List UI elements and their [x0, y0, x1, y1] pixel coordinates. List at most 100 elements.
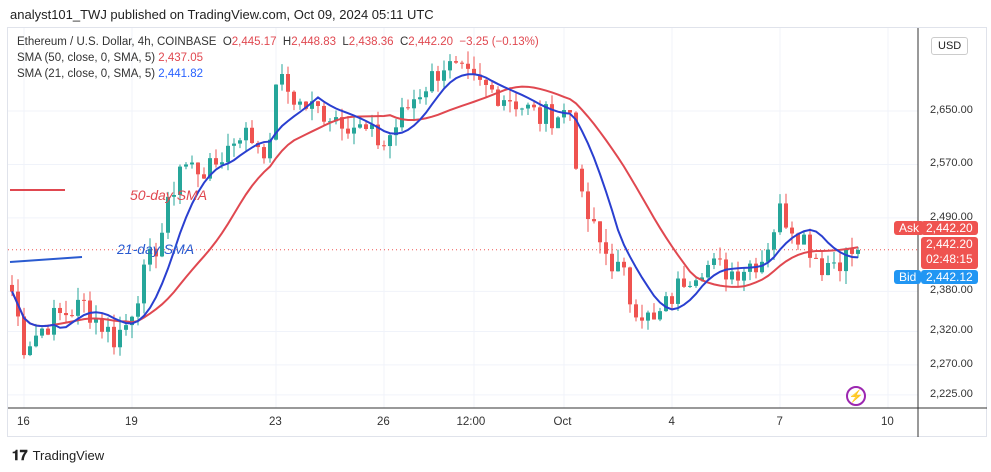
- sma21-line: [11, 73, 859, 329]
- candle-body: [484, 79, 488, 85]
- candle-body: [202, 174, 206, 179]
- symbol-legend: Ethereum / U.S. Dollar, 4h, COINBASE O2,…: [17, 36, 539, 48]
- time-tick-label: 4: [668, 416, 675, 428]
- time-tick-label: Oct: [553, 416, 572, 428]
- candle-body: [118, 329, 122, 348]
- candle-body: [220, 162, 224, 165]
- candle-body: [808, 234, 812, 258]
- candle-body: [742, 271, 746, 281]
- candle-body: [496, 89, 500, 106]
- publisher-line: analyst101_TWJ published on TradingView.…: [10, 7, 434, 22]
- candle-body: [520, 108, 524, 110]
- currency-button[interactable]: USD: [931, 37, 969, 55]
- candle-body: [790, 227, 794, 234]
- candle-body: [154, 248, 158, 257]
- candle-body: [310, 101, 314, 109]
- candle-body: [568, 110, 572, 113]
- candle-body: [322, 105, 326, 122]
- sma21-legend[interactable]: SMA (21, close, 0, SMA, 5) 2,441.82: [17, 68, 203, 80]
- low-label: L: [342, 36, 349, 48]
- candle-body: [10, 284, 14, 292]
- candle-body: [58, 307, 62, 314]
- footer: 𝟏𝟕 TradingView: [12, 447, 104, 464]
- candle-body: [442, 70, 446, 81]
- close-label: C: [399, 36, 409, 48]
- candle-body: [262, 147, 266, 159]
- candle-body: [652, 312, 656, 320]
- candle-body: [232, 143, 236, 146]
- candle-body: [736, 271, 740, 281]
- candle-body: [160, 232, 164, 257]
- candle-body: [598, 221, 602, 243]
- candle-body: [424, 91, 428, 98]
- candle-body: [412, 99, 416, 109]
- candle-body: [88, 300, 92, 323]
- candle-body: [688, 285, 692, 287]
- sma21-value: 2,441.82: [158, 68, 204, 80]
- candle-body: [334, 117, 338, 122]
- candle-body: [298, 101, 302, 105]
- sma21-label: SMA (21, close, 0, SMA, 5): [17, 68, 156, 80]
- candle-body: [142, 264, 146, 304]
- candle-body: [796, 233, 800, 245]
- candle-body: [400, 107, 404, 128]
- candle-body: [52, 307, 56, 335]
- candle-body: [376, 124, 380, 146]
- candle-body: [856, 249, 860, 254]
- candle-body: [490, 84, 494, 90]
- candle-body: [184, 164, 188, 167]
- candle-body: [844, 248, 848, 272]
- open-value: 2,445.17: [231, 36, 277, 48]
- bid-tag: Bid: [894, 270, 922, 284]
- candle-body: [124, 325, 128, 330]
- high-value: 2,448.83: [291, 36, 336, 48]
- candle-body: [136, 303, 140, 317]
- candle-body: [670, 296, 674, 304]
- candle-body: [514, 101, 518, 110]
- price-tick-label: 2,380.00: [930, 284, 973, 297]
- chart-frame: [7, 27, 987, 437]
- lightning-icon[interactable]: ⚡: [846, 386, 866, 406]
- candle-body: [70, 315, 74, 317]
- candle-body: [76, 299, 80, 316]
- last-price-tag: 2,442.20 02:48:15: [921, 237, 978, 269]
- candle-body: [580, 168, 584, 192]
- candle-body: [454, 61, 458, 63]
- candle-body: [826, 263, 830, 276]
- candle-body: [250, 127, 254, 144]
- ask-price: 2,442.20: [921, 221, 978, 235]
- candle-body: [592, 219, 596, 222]
- candle-body: [394, 127, 398, 136]
- candle-body: [34, 335, 38, 347]
- time-tick-label: 26: [377, 416, 390, 428]
- ask-tag: Ask: [894, 221, 925, 235]
- candle-body: [64, 313, 68, 316]
- time-tick-label: 7: [776, 416, 783, 428]
- candle-body: [214, 158, 218, 165]
- candle-body: [352, 127, 356, 134]
- candle-body: [718, 258, 722, 260]
- candle-body: [100, 318, 104, 332]
- candle-body: [700, 277, 704, 281]
- change-value: −3.25 (−0.13%): [459, 36, 539, 48]
- candle-body: [634, 304, 638, 318]
- candle-body: [706, 264, 710, 278]
- candle-body: [694, 280, 698, 286]
- sma21-marker-line: [9, 256, 83, 263]
- candle-body: [832, 262, 836, 264]
- candle-body: [238, 140, 242, 144]
- candle-body: [166, 196, 170, 233]
- candle-body: [478, 74, 482, 80]
- candle-body: [22, 316, 26, 356]
- candle-body: [226, 145, 230, 163]
- candle-body: [532, 104, 536, 108]
- candle-body: [778, 203, 782, 233]
- sma50-legend[interactable]: SMA (50, close, 0, SMA, 5) 2,437.05: [17, 52, 203, 64]
- candle-body: [472, 68, 476, 75]
- candle-body: [544, 104, 548, 124]
- candle-body: [460, 62, 464, 64]
- sma50-value: 2,437.05: [158, 52, 204, 64]
- time-tick-label: 12:00: [456, 416, 486, 428]
- candle-body: [370, 124, 374, 130]
